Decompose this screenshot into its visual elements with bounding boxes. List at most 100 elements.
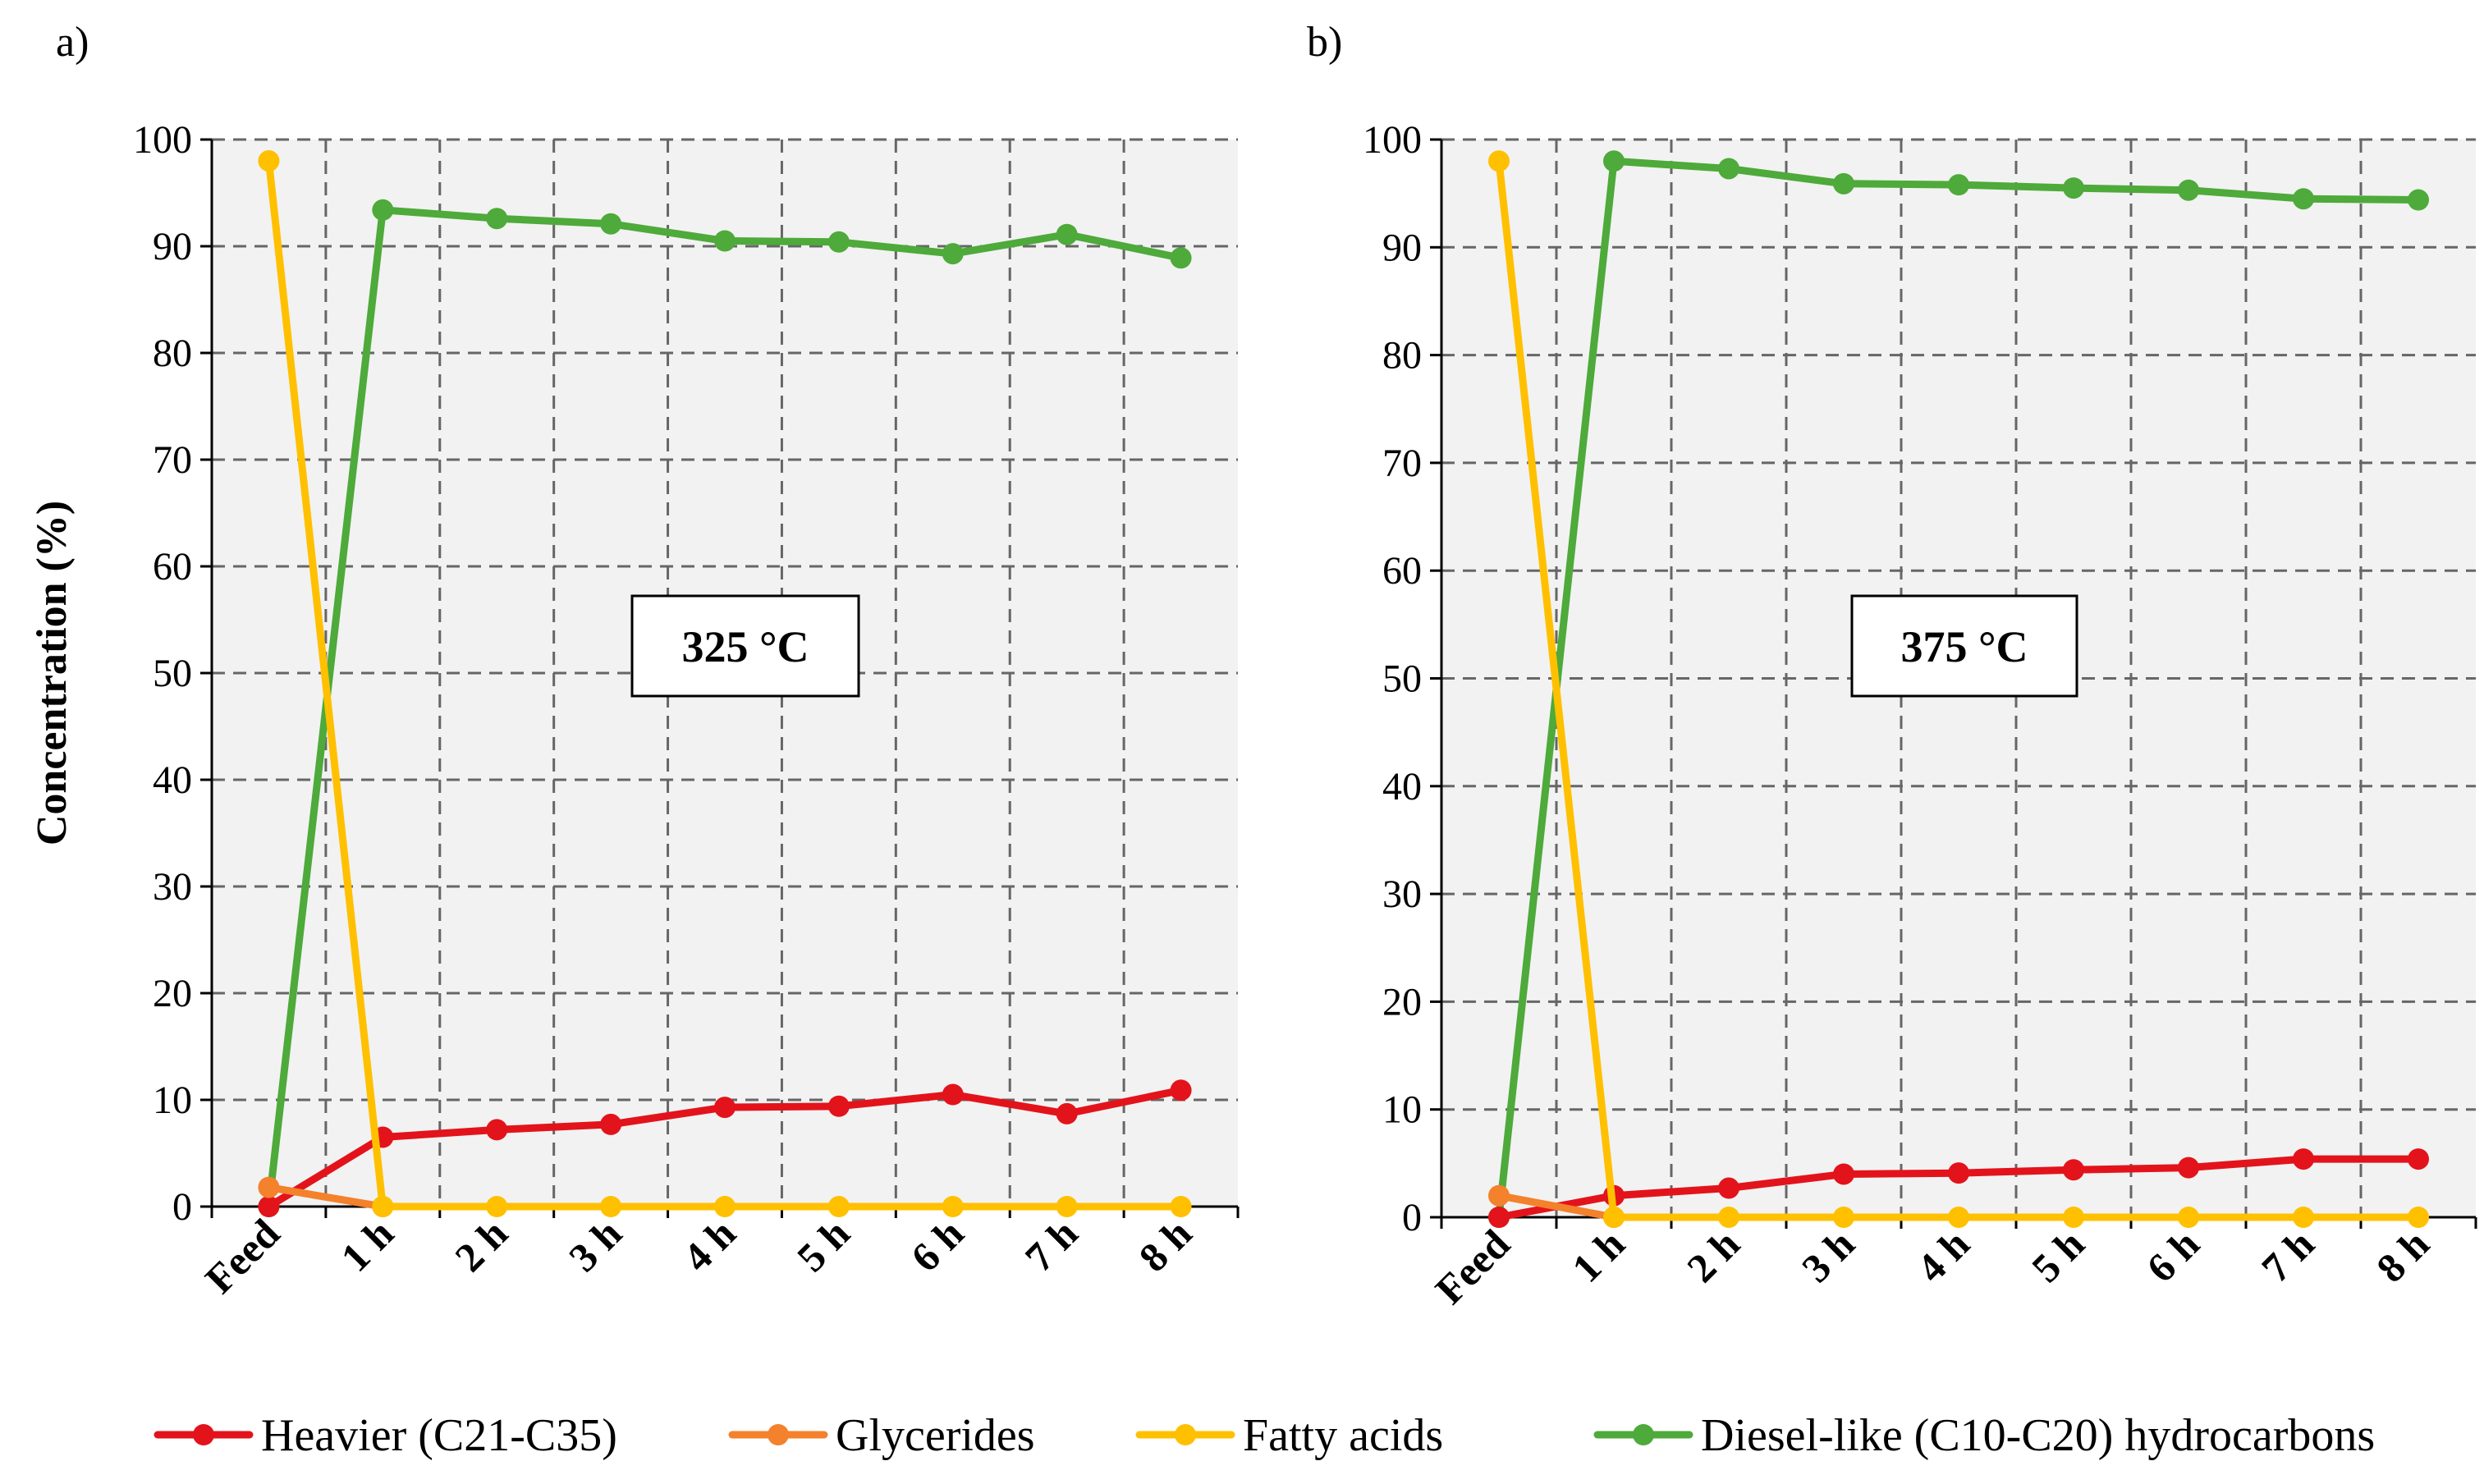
data-point (372, 199, 394, 221)
y-tick-label: 50 (1382, 657, 1422, 701)
series-heavier-c21-c35 (258, 1079, 1192, 1217)
y-tick-label: 0 (172, 1185, 192, 1229)
x-tick-label: Feed (1427, 1221, 1519, 1312)
y-tick-label: 60 (153, 545, 192, 589)
x-tick-label: 4 h (1908, 1221, 1978, 1291)
legend-marker (1175, 1424, 1196, 1445)
data-point (827, 1196, 850, 1217)
data-point (1833, 172, 1854, 195)
y-tick-label: 40 (153, 758, 192, 802)
x-tick-label: 7 h (2253, 1221, 2323, 1291)
annotation-text: 375 °C (1900, 622, 2028, 671)
data-point (600, 1113, 622, 1135)
x-tick-label: 2 h (446, 1210, 516, 1280)
y-tick-label: 0 (1402, 1196, 1422, 1239)
data-point (714, 1097, 736, 1119)
y-tick-label: 100 (1363, 118, 1422, 162)
y-tick-label: 30 (153, 865, 192, 909)
data-point (1718, 1207, 1739, 1228)
y-axis-title: Concentration (%) (29, 501, 76, 845)
x-tick-label: 3 h (1793, 1221, 1863, 1291)
data-point (1488, 150, 1510, 172)
panel-label: a) (56, 19, 89, 66)
series-fatty-acids (258, 150, 1192, 1217)
data-point (1603, 150, 1625, 172)
x-tick-label: 6 h (902, 1210, 973, 1280)
x-tick-label: 5 h (788, 1210, 859, 1280)
y-tick-label: 80 (1382, 334, 1422, 378)
legend-item: Heavier (C21-C35) (154, 1410, 617, 1461)
data-point (2293, 188, 2314, 210)
y-tick-label: 100 (133, 118, 192, 162)
data-point (942, 1196, 964, 1217)
data-point (1948, 174, 1969, 196)
data-point (827, 1095, 850, 1117)
data-point (2293, 1148, 2314, 1170)
data-point (2178, 1207, 2199, 1228)
data-point (1603, 1207, 1625, 1228)
legend-marker (1633, 1424, 1654, 1445)
data-point (942, 243, 964, 265)
y-tick-label: 20 (1382, 980, 1422, 1024)
data-point (1488, 1184, 1510, 1207)
data-point (1170, 1079, 1192, 1102)
data-point (1056, 1102, 1078, 1124)
x-tick-label: 8 h (1130, 1210, 1201, 1280)
y-tick-label: 70 (1382, 442, 1422, 485)
legend-label: Fatty acids (1243, 1410, 1443, 1461)
data-point (1718, 1177, 1739, 1199)
series-heavier-c21-c35 (1488, 1148, 2429, 1228)
annotation-box (1850, 594, 2078, 698)
data-point (2063, 177, 2084, 199)
data-point (714, 230, 736, 252)
data-point (372, 1196, 394, 1217)
data-point (2408, 1207, 2429, 1228)
data-point (2178, 1157, 2199, 1179)
data-point (1056, 1196, 1078, 1217)
y-tick-label: 80 (153, 332, 192, 375)
legend-item: Diesel-like (C10-C20) hydrocarbons (1593, 1410, 2375, 1461)
series-line (264, 1184, 387, 1211)
y-tick-label: 20 (153, 972, 192, 1015)
data-point (258, 1176, 280, 1198)
legend-label: Heavier (C21-C35) (261, 1410, 617, 1461)
temperature-annotation: 375 °C (1850, 594, 2078, 698)
x-tick-label: 2 h (1678, 1221, 1748, 1291)
x-tick-label: 7 h (1016, 1210, 1087, 1280)
x-tick-label: 5 h (2023, 1221, 2093, 1291)
data-point (486, 1119, 508, 1141)
y-tick-label: 10 (1382, 1088, 1422, 1132)
annotation-text: 325 °C (681, 622, 809, 671)
data-point (2408, 189, 2429, 211)
legend-item: Fatty acids (1135, 1410, 1443, 1461)
legend-marker (193, 1424, 214, 1445)
panel-label: b) (1307, 19, 1342, 66)
legend-item: Glycerides (728, 1410, 1035, 1461)
data-point (1948, 1207, 1969, 1228)
data-point (2408, 1148, 2429, 1170)
data-point (714, 1196, 736, 1217)
series-fatty-acids (1488, 150, 2429, 1228)
data-point (258, 150, 280, 172)
data-point (486, 208, 508, 230)
y-tick-label: 90 (153, 225, 192, 268)
y-tick-label: 60 (1382, 549, 1422, 593)
x-tick-label: 1 h (332, 1210, 402, 1280)
x-tick-label: 8 h (2367, 1221, 2438, 1291)
y-tick-label: 50 (153, 652, 192, 695)
x-tick-label: 6 h (2138, 1221, 2208, 1291)
legend: Heavier (C21-C35) Glycerides Fatty acids Di… (154, 1410, 2375, 1461)
series-line (1495, 1192, 1618, 1221)
data-point (2063, 1159, 2084, 1181)
data-point (1170, 1196, 1192, 1217)
data-point (600, 213, 622, 235)
y-tick-label: 90 (1382, 226, 1422, 269)
temperature-annotation: 325 °C (630, 594, 860, 698)
y-tick-label: 70 (153, 438, 192, 482)
legend-label: Glycerides (836, 1410, 1035, 1461)
data-point (942, 1083, 964, 1106)
x-tick-label: 3 h (560, 1210, 630, 1280)
legend-label: Diesel-like (C10-C20) hydrocarbons (1701, 1410, 2375, 1461)
panel-b: b) 0 10 20 30 40 50 60 70 80 90 100 Feed 1 h 2 h 3 h 4 h… (1307, 19, 2477, 1312)
